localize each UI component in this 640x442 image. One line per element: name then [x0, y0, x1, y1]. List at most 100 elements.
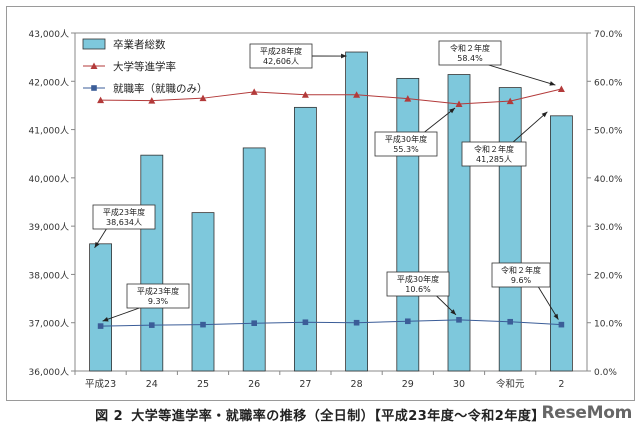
right-axis-tick-label: 70.0% [594, 30, 623, 40]
bar [89, 243, 112, 372]
left-axis-tick-label: 42,000人 [29, 77, 70, 88]
legend-marker-triangle [90, 62, 98, 69]
callout-box [126, 283, 190, 309]
callout-box [491, 262, 551, 288]
callout-arrow-head [553, 313, 559, 320]
x-axis-tick-label: 24 [146, 379, 158, 390]
callout-arrow-head [541, 111, 548, 118]
right-axis-tick-label: 50.0% [594, 127, 623, 137]
series-line [100, 88, 562, 105]
legend-swatch-bar [82, 38, 106, 50]
right-axis-tick-label: 40.0% [594, 175, 623, 185]
x-axis-tick-label: 25 [197, 379, 209, 390]
x-axis-tick-label: 令和元 [496, 378, 525, 390]
line-point-square [558, 321, 565, 328]
bar [293, 106, 317, 372]
callout-text: 9.3% [148, 297, 169, 306]
line-point-triangle [301, 91, 309, 98]
callout-text: 9.6% [511, 276, 532, 285]
callout-box [438, 40, 502, 66]
right-axis-tick-label: 30.0% [594, 223, 623, 233]
line-point-square [507, 318, 513, 325]
callout-text: 58.4% [457, 54, 483, 63]
x-axis-tick-label: 26 [248, 379, 260, 390]
left-axis-tick-label: 37,000人 [29, 319, 70, 330]
line-point-square [200, 321, 206, 328]
x-axis-tick-label: 30 [453, 379, 465, 390]
left-axis-tick-label: 38,000人 [29, 270, 70, 281]
bar [447, 74, 471, 372]
callout-text: 平成28年度 [260, 46, 302, 56]
line-point-triangle [506, 97, 514, 105]
callout-arrow-head [102, 317, 109, 322]
legend-label: 卒業者総数 [113, 38, 166, 51]
callout-arrow-head [450, 309, 456, 315]
callout-text: 42,606人 [263, 57, 299, 66]
line-point-square [456, 317, 462, 323]
bar [242, 147, 266, 372]
callout-arrow-line [512, 111, 548, 143]
line-point-square [353, 319, 360, 326]
line-point-square [405, 318, 411, 325]
legend-label: 大学等進学率 [113, 60, 176, 73]
line-point-triangle [148, 97, 156, 104]
callout-text: 平成30年度 [385, 134, 427, 144]
left-axis-tick-label: 39,000人 [29, 222, 70, 233]
right-axis-tick-label: 10.0% [594, 320, 623, 330]
chart-frame: 36,000人 37,000人 38,000人 39,000人 40,000人 41,00… [6, 6, 635, 401]
callout-arrow-line [102, 307, 140, 322]
callout-text: 平成23年度 [137, 286, 179, 296]
callout-text: 平成30年度 [397, 274, 439, 284]
left-axis-tick-label: 41,000人 [29, 126, 70, 137]
line-point-triangle [353, 91, 361, 98]
callout-box [92, 204, 156, 230]
line-point-triangle [455, 100, 463, 107]
series-line [100, 319, 562, 327]
callout-arrow-line [538, 286, 559, 320]
line-point-triangle [199, 94, 207, 102]
line-point-square [149, 322, 155, 328]
callout-text: 令和２年度 [450, 43, 490, 53]
callout-box [249, 43, 313, 69]
bar [498, 87, 522, 372]
right-axis-tick-label: 0.0% [594, 368, 617, 378]
left-axis-tick-label: 36,000人 [29, 367, 70, 378]
callout-box [461, 141, 527, 167]
callout-arrow-head [549, 81, 556, 86]
figure-number: 図 2 [95, 409, 124, 424]
x-axis-tick-label: 29 [402, 379, 414, 390]
callout-text: 令和２年度 [474, 144, 514, 154]
callout-text: 38,634人 [106, 218, 142, 227]
callout-text: 平成23年度 [103, 207, 145, 217]
line-point-triangle [404, 95, 412, 102]
watermark-logo: ReseMom [541, 403, 633, 423]
right-axis-tick-label: 20.0% [594, 271, 623, 281]
legend-label: 就職率（就職のみ） [113, 82, 208, 95]
callout-text: 41,285人 [476, 155, 512, 164]
bar [550, 115, 573, 372]
callout-text: 10.6% [405, 285, 431, 294]
callout-text: 令和２年度 [501, 265, 541, 275]
callout-arrow-line [488, 64, 556, 86]
x-axis-tick-label: 平成23 [85, 378, 116, 390]
line-point-triangle [557, 85, 565, 93]
callout-arrow-line [424, 107, 456, 133]
bar [140, 154, 164, 372]
x-axis-tick-label: 2 [558, 379, 564, 390]
line-point-triangle [97, 96, 105, 104]
chart-svg: 36,000人 37,000人 38,000人 39,000人 40,000人 41,00… [29, 29, 624, 390]
line-point-square [302, 319, 309, 326]
callout-arrow-head [341, 53, 347, 59]
callout-text: 55.3% [393, 145, 419, 154]
bar [396, 77, 420, 372]
x-axis-tick-label: 28 [351, 379, 363, 390]
line-point-square [251, 320, 257, 326]
